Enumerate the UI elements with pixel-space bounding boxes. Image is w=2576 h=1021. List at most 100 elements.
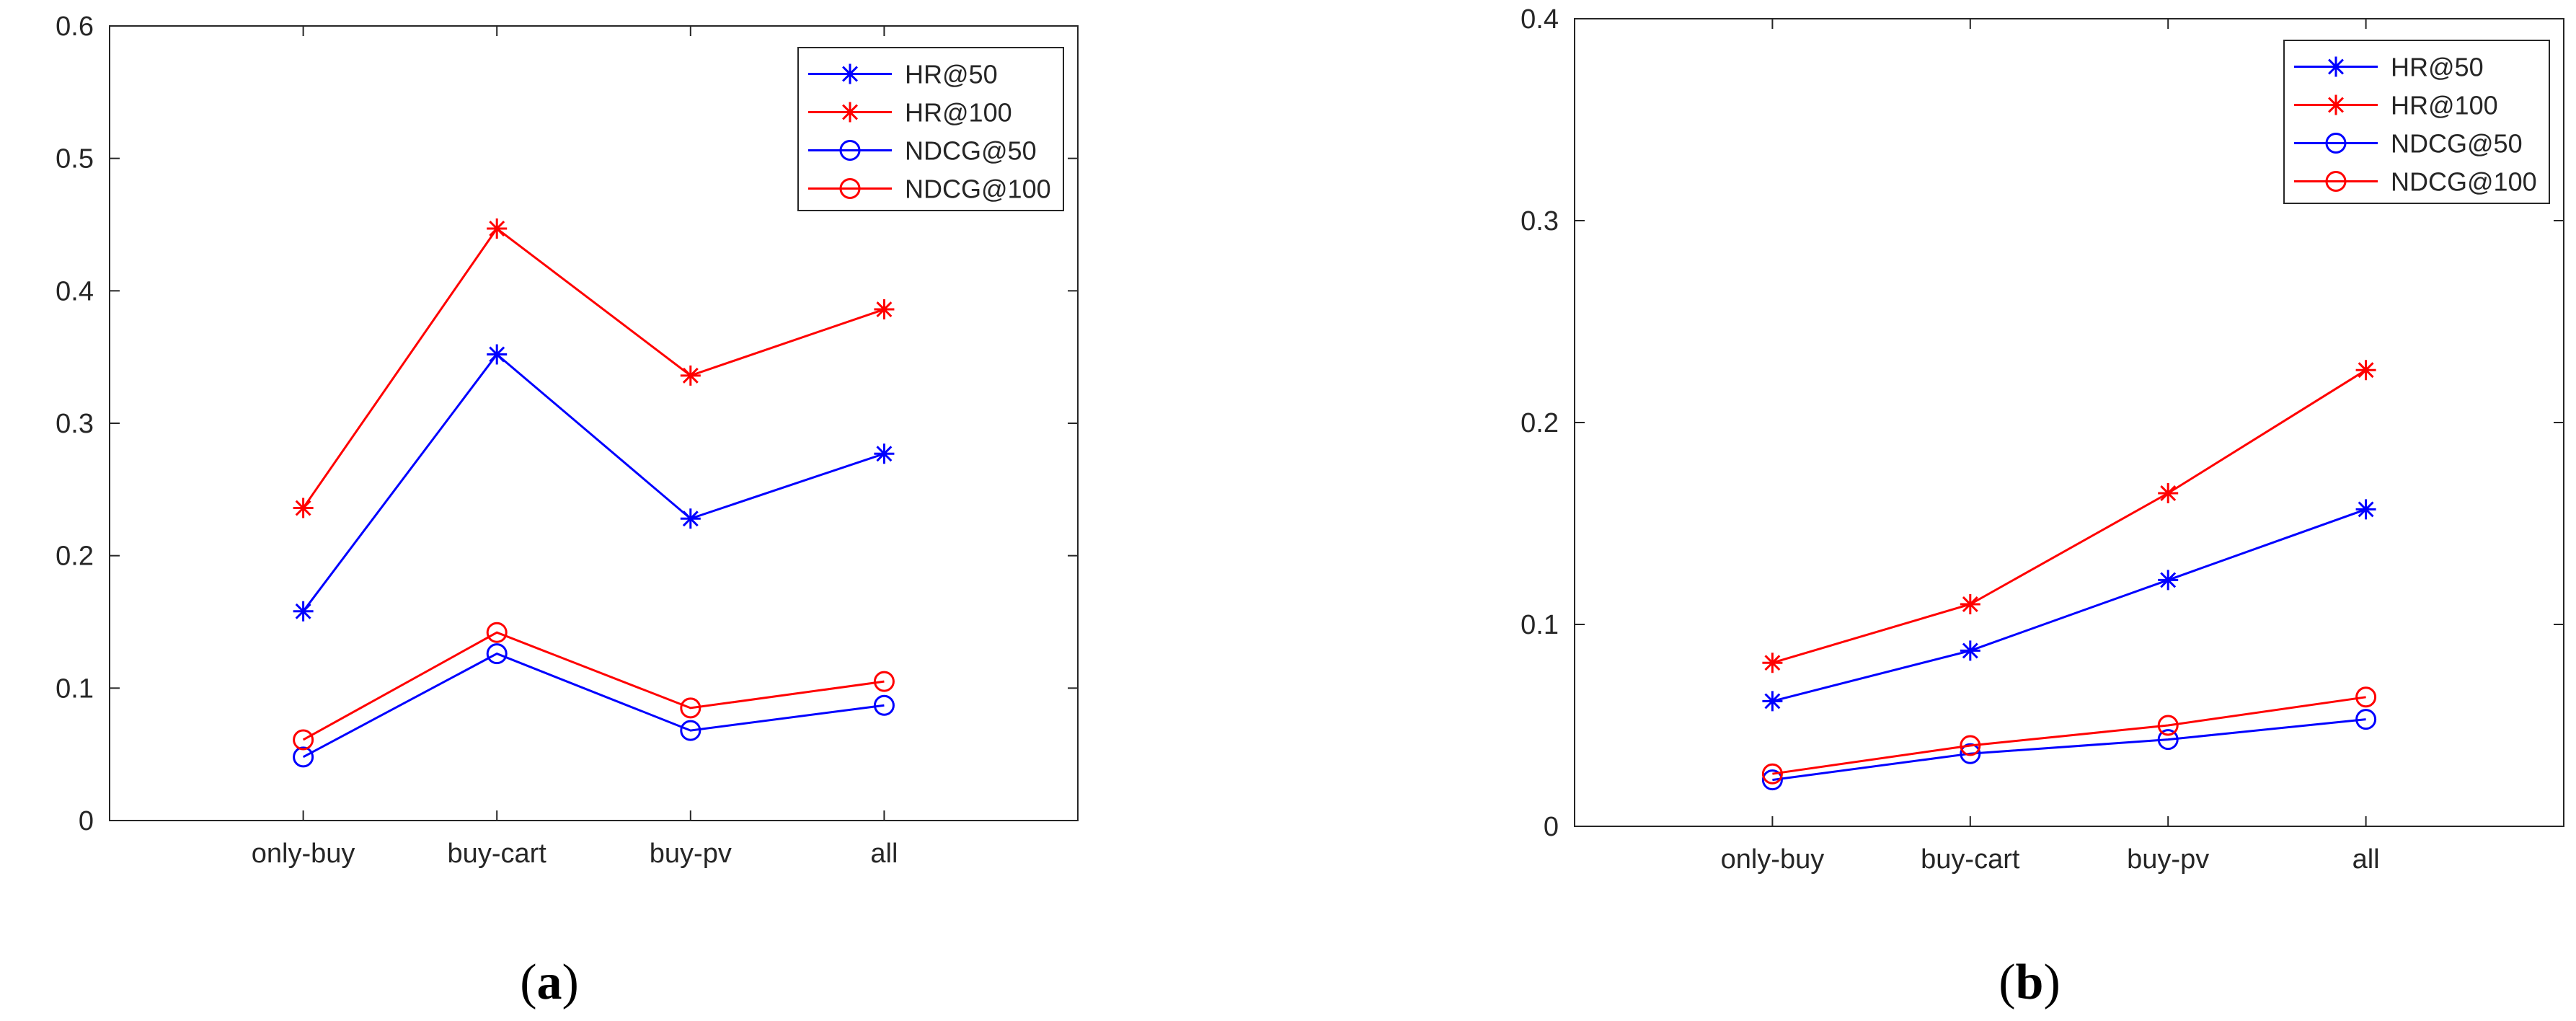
legend-label: NDCG@100 — [905, 174, 1051, 204]
legend-label: HR@100 — [2391, 91, 2498, 120]
data-point-circle — [680, 720, 701, 741]
data-point-star — [2355, 499, 2376, 520]
series-line — [302, 631, 885, 741]
series-line — [302, 353, 885, 612]
legend-item: HR@100 — [808, 98, 1012, 128]
legend-item: HR@50 — [2294, 53, 2484, 82]
x-tick-label: only-buy — [1721, 844, 1825, 875]
legend-label: NDCG@50 — [905, 136, 1037, 166]
data-point-circle — [873, 694, 895, 716]
series-line — [1772, 696, 2366, 775]
legend-marker-star — [2326, 94, 2346, 115]
series-line — [1771, 368, 2367, 664]
legend-label: HR@100 — [905, 98, 1012, 128]
data-point-star — [874, 299, 895, 320]
data-point-circle — [293, 746, 314, 768]
legend-item: NDCG@100 — [808, 174, 1051, 204]
legend-label: NDCG@100 — [2391, 167, 2537, 197]
legend-marker-circle — [839, 178, 861, 199]
x-tick-label: buy-pv — [650, 839, 732, 869]
y-tick-label: 0.5 — [56, 144, 94, 174]
legend-label: HR@50 — [905, 60, 998, 89]
x-tick-label: buy-pv — [2127, 844, 2209, 875]
x-tick-label: buy-cart — [448, 839, 547, 869]
data-point-star — [2355, 360, 2376, 381]
series-line — [1772, 718, 2366, 782]
data-point-circle — [2157, 715, 2179, 736]
panel-label: (b) — [1999, 955, 2061, 1010]
legend-marker-star — [840, 102, 860, 123]
x-tick-label: only-buy — [252, 839, 355, 869]
data-point-star — [2158, 483, 2179, 503]
data-point-circle — [2355, 709, 2377, 730]
series-ndcg-at-50 — [1761, 709, 2377, 791]
series-ndcg-at-50 — [293, 643, 895, 768]
series-hr-at-100 — [293, 218, 895, 518]
data-point-circle — [1960, 743, 1981, 764]
series-ndcg-at-100 — [1761, 686, 2377, 784]
series-hr-at-50 — [1762, 499, 2376, 712]
y-tick-label: 0.6 — [56, 12, 94, 42]
legend-marker-circle — [2325, 171, 2347, 192]
series-ndcg-at-100 — [293, 622, 895, 751]
data-point-circle — [1761, 769, 1783, 791]
chart-panel-b: 0 0.1 0.2 0.3 0.4 only-buy buy-cart buy-pv all HR… — [1521, 4, 2564, 1010]
data-point-star — [1762, 653, 1783, 673]
x-tick-label: all — [2353, 844, 2380, 875]
data-point-circle — [486, 643, 508, 665]
series-line — [1772, 508, 2367, 702]
legend-item: NDCG@50 — [2294, 129, 2523, 159]
series-hr-at-50 — [293, 344, 895, 622]
data-point-circle — [1761, 763, 1783, 784]
legend-marker-circle — [2325, 133, 2347, 154]
y-tick-label: 0.3 — [1521, 206, 1559, 237]
data-point-star — [874, 443, 895, 464]
legend-item: HR@100 — [2294, 91, 2498, 120]
data-point-star — [680, 365, 701, 386]
legend-item: NDCG@100 — [2294, 167, 2537, 197]
y-tick-label: 0.4 — [56, 276, 94, 306]
data-point-circle — [486, 622, 508, 643]
legend-item: NDCG@50 — [808, 136, 1037, 166]
data-point-circle — [293, 729, 314, 751]
legend-marker-star — [840, 63, 860, 84]
y-tick-label: 0.1 — [1521, 610, 1559, 640]
y-tick-label: 0.4 — [1521, 4, 1559, 35]
panel-label: (a) — [520, 955, 579, 1010]
legend-marker-circle — [839, 140, 861, 161]
y-tick-label: 0.1 — [56, 673, 94, 704]
data-point-circle — [2157, 729, 2179, 751]
data-point-star — [1960, 594, 1980, 614]
legend-marker-star — [2326, 56, 2346, 77]
data-point-circle — [680, 697, 701, 719]
legend: HR@50 HR@100 NDCG@50 NDCG@100 — [2283, 40, 2550, 204]
data-point-star — [680, 508, 701, 529]
legend: HR@50 HR@100 NDCG@50 NDCG@100 — [797, 47, 1064, 211]
legend-item: HR@50 — [808, 60, 998, 89]
x-tick-label: buy-cart — [1921, 844, 2020, 875]
series-line — [302, 226, 885, 509]
legend-label: HR@50 — [2391, 53, 2484, 82]
y-tick-label: 0.2 — [56, 542, 94, 572]
y-tick-label: 0.2 — [1521, 408, 1559, 438]
chart-panel-a: 0 0.1 0.2 0.3 0.4 0.5 0.6 only-buy buy-cart buy-p… — [56, 12, 1079, 1010]
data-point-circle — [873, 671, 895, 692]
data-point-star — [293, 498, 314, 518]
series-hr-at-100 — [1762, 360, 2376, 673]
x-tick-label: all — [870, 839, 898, 869]
series-line — [302, 652, 885, 759]
data-point-star — [487, 218, 508, 239]
data-point-star — [2158, 570, 2179, 591]
data-point-star — [1960, 640, 1980, 661]
legend-label: NDCG@50 — [2391, 129, 2523, 159]
data-point-star — [293, 601, 314, 622]
y-tick-label: 0 — [79, 806, 94, 836]
data-point-star — [1762, 691, 1783, 712]
y-tick-label: 0.3 — [56, 409, 94, 439]
data-point-star — [487, 344, 508, 365]
data-point-circle — [1960, 735, 1981, 756]
panel-letter: a — [537, 955, 562, 1010]
panel-letter: b — [2016, 955, 2044, 1010]
data-point-circle — [2355, 686, 2377, 708]
